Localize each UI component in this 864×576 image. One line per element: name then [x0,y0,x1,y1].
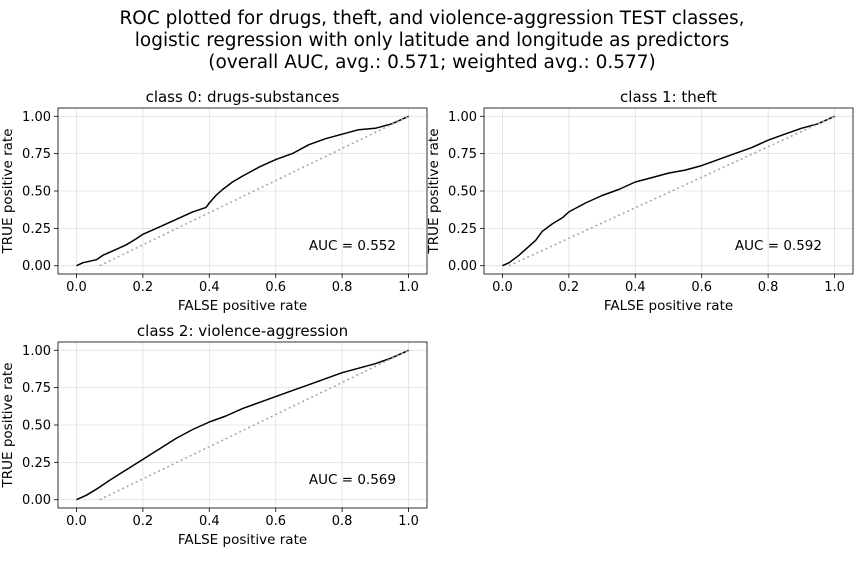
y-axis-label: TRUE positive rate [0,363,16,489]
figure-title-line-1: ROC plotted for drugs, theft, and violen… [119,8,745,29]
figure-title: ROC plotted for drugs, theft, and violen… [0,8,864,74]
y-tick-label: 0.25 [448,222,477,237]
y-tick-label: 1.00 [22,110,51,125]
y-tick-label: 0.50 [22,419,51,434]
figure-title-line-2: logistic regression with only latitude a… [134,30,730,51]
y-tick-label: 0.00 [448,259,477,274]
y-tick-label: 0.50 [22,185,51,200]
x-tick-label: 1.0 [398,514,419,529]
x-tick-label: 0.2 [133,514,154,529]
y-tick-label: 0.00 [22,493,51,508]
subplot-class-1: 0.0 0.2 0.4 0.6 0.8 1.0 0.00 0.25 0.50 0.75 1.00 cl… [426,88,854,314]
x-tick-label: 0.0 [66,280,87,295]
roc-curve-line [502,115,835,267]
subplot-title: class 2: violence-aggression [137,322,348,340]
x-tick-label: 0.4 [199,280,220,295]
y-tick-label: 1.00 [448,110,477,125]
x-axis-label: FALSE positive rate [178,532,307,548]
auc-annotation: AUC = 0.569 [309,472,396,488]
chance-diagonal-line [99,349,409,501]
x-tick-label: 0.8 [758,280,779,295]
x-tick-label: 0.0 [492,280,513,295]
y-tick-label: 0.75 [448,147,477,162]
y-tick-label: 0.75 [22,147,51,162]
x-tick-label: 0.6 [265,280,286,295]
x-tick-label: 1.0 [398,280,419,295]
auc-annotation: AUC = 0.592 [735,238,822,254]
y-tick-label: 0.50 [448,185,477,200]
auc-annotation: AUC = 0.552 [309,238,396,254]
x-tick-label: 0.4 [199,514,220,529]
x-tick-label: 0.8 [332,514,353,529]
subplot-title: class 0: drugs-substances [146,88,340,106]
y-tick-label: 0.25 [22,222,51,237]
figure-title-line-3: (overall AUC, avg.: 0.571; weighted avg.… [208,52,656,73]
subplot-class-2: 0.0 0.2 0.4 0.6 0.8 1.0 0.00 0.25 0.50 0.75 1.00 cl… [0,322,428,548]
x-tick-label: 0.2 [559,280,580,295]
x-axis-label: FALSE positive rate [604,298,733,314]
x-tick-label: 0.2 [133,280,154,295]
roc-curve-line [76,349,409,501]
x-axis-label: FALSE positive rate [178,298,307,314]
y-tick-label: 1.00 [22,344,51,359]
subplot-class-0: 0.0 0.2 0.4 0.6 0.8 1.0 0.00 0.25 0.50 0.75 1.00 cl… [0,88,428,314]
chance-diagonal-line [99,115,409,267]
x-tick-label: 1.0 [824,280,845,295]
x-tick-label: 0.8 [332,280,353,295]
y-axis-label: TRUE positive rate [0,129,16,255]
roc-curve-line [76,115,409,267]
x-tick-label: 0.6 [691,280,712,295]
y-tick-label: 0.75 [22,381,51,396]
y-tick-label: 0.25 [22,456,51,471]
subplot-title: class 1: theft [620,88,717,106]
y-tick-label: 0.00 [22,259,51,274]
x-tick-label: 0.6 [265,514,286,529]
y-axis-label: TRUE positive rate [426,129,442,255]
x-tick-label: 0.0 [66,514,87,529]
x-tick-label: 0.4 [625,280,646,295]
